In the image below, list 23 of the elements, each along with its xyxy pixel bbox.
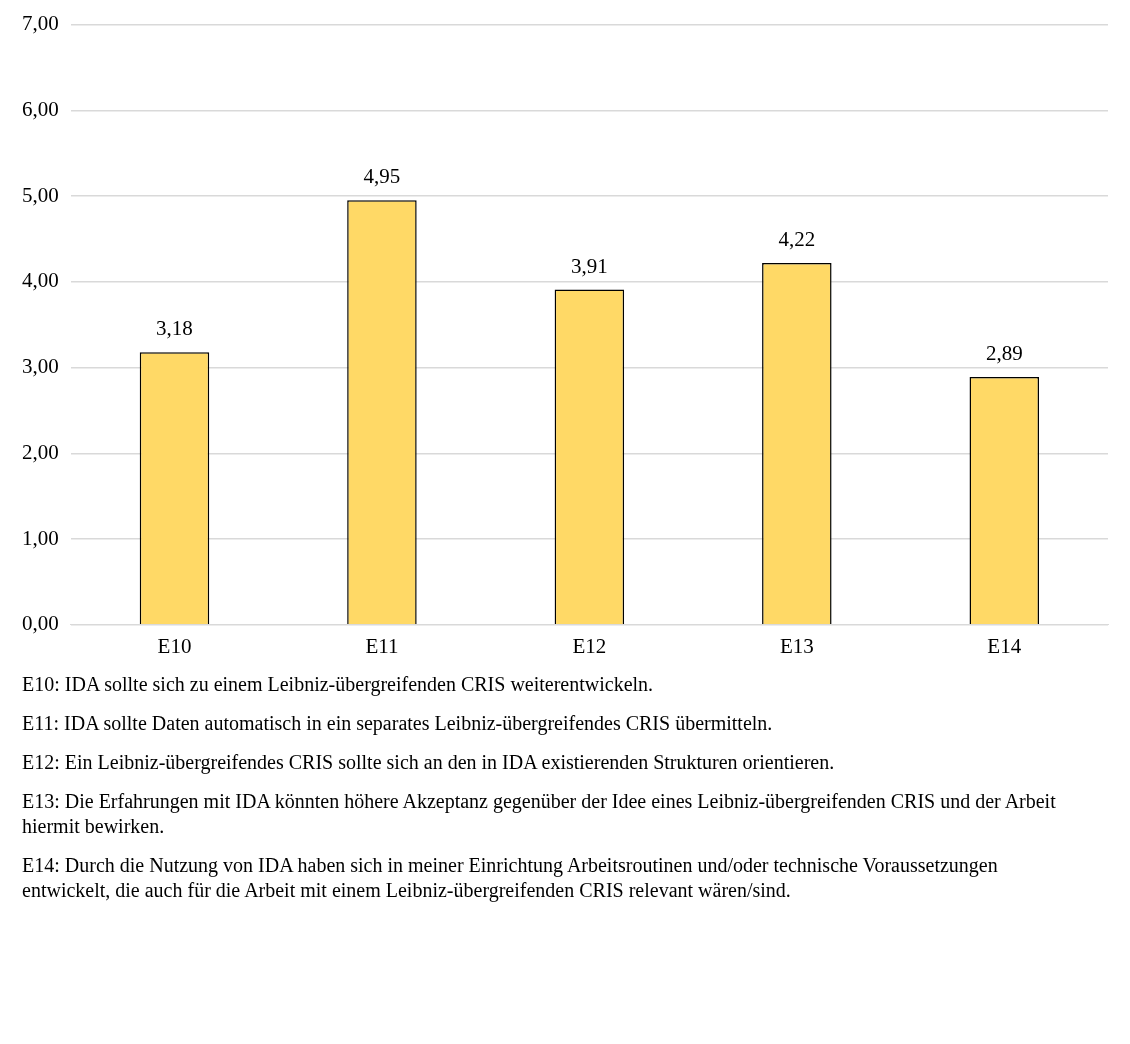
y-tick-label: 4,00 — [22, 268, 59, 293]
data-label: 4,95 — [363, 164, 401, 189]
data-label: 3,91 — [571, 253, 608, 278]
y-tick-label: 7,00 — [22, 11, 59, 36]
y-tick-label: 1,00 — [22, 525, 59, 550]
text: E11: IDA sollte Daten automatisch in ein separates Leibniz-übergreifendes CRIS übermitteln. — [22, 711, 774, 736]
text: E12: Ein Leibniz-übergreifendes CRIS sollte sich an den in IDA existierenden Strukturen orientieren. — [22, 750, 836, 775]
y-tick-label: 5,00 — [22, 182, 59, 207]
data-label: 2,89 — [985, 341, 1023, 366]
y-tick-label: 6,00 — [22, 96, 59, 121]
x-tick-label: E10 — [157, 633, 192, 658]
x-tick-label: E12 — [572, 633, 607, 658]
y-tick-label: 2,00 — [22, 439, 59, 464]
text: E13: Die Erfahrungen mit IDA könnten höhere Akzeptanz gegenüber der Idee eines Leibniz-übergreifenden CRIS und der Arbeit hiermit bewirken. — [22, 789, 1057, 839]
y-tick-label: 3,00 — [22, 354, 59, 379]
x-tick-label: E11 — [365, 633, 399, 658]
y-tick-label: 0,00 — [22, 611, 59, 636]
data-label: 3,18 — [156, 316, 193, 341]
x-tick-label: E14 — [987, 633, 1022, 658]
text: E10: IDA sollte sich zu einem Leibniz-übergreifenden CRIS weiterentwickeln. — [22, 672, 655, 697]
data-label: 4,22 — [778, 226, 816, 251]
text: E14: Durch die Nutzung von IDA haben sich in meiner Einrichtung Arbeitsroutinen und/oder technische Voraussetzungen entwickelt, die auch für die Arbeit mit einem Leibniz-übergreifenden CRIS relevant wären/sind. — [22, 853, 999, 903]
x-tick-label: E13 — [779, 633, 814, 658]
